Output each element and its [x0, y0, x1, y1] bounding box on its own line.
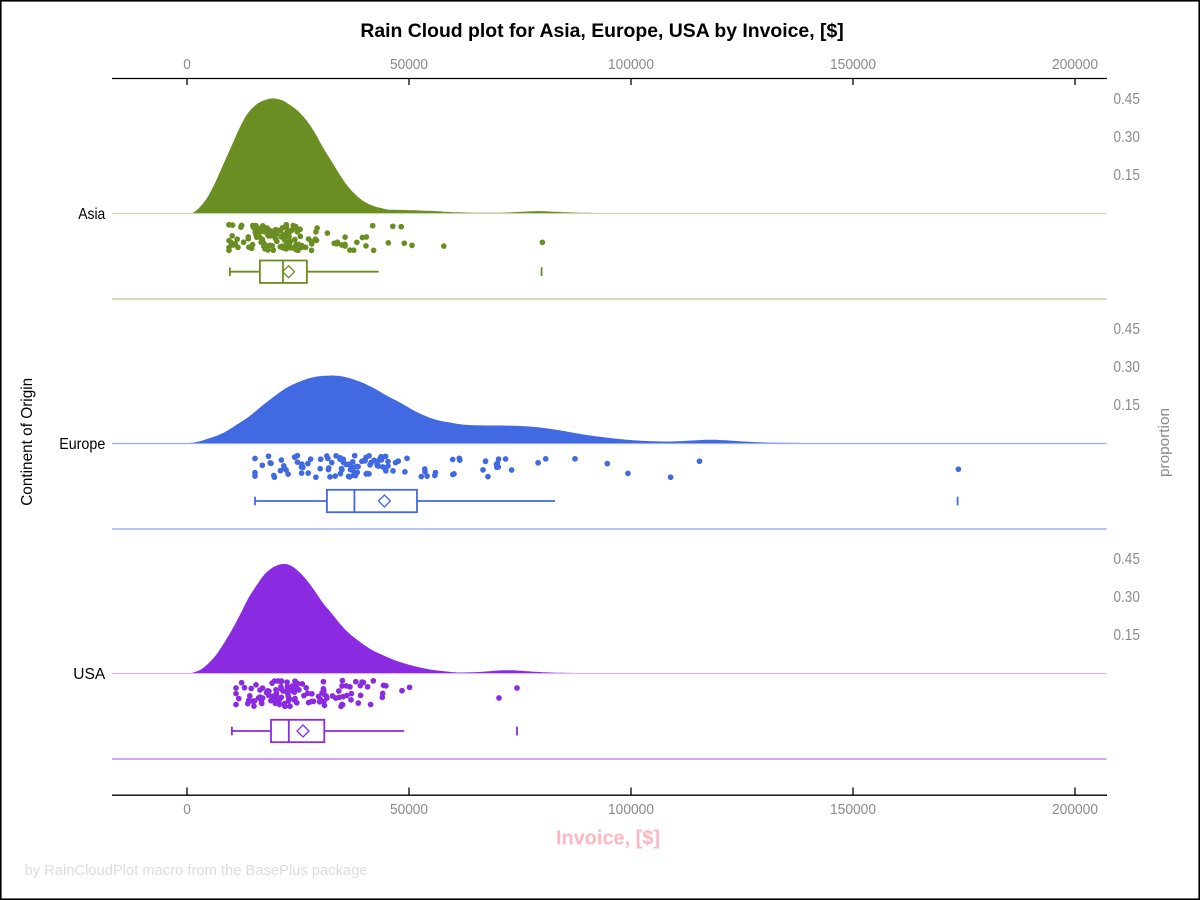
- svg-text:Europe: Europe: [59, 436, 105, 453]
- svg-text:0.30: 0.30: [1114, 359, 1140, 376]
- svg-text:0.30: 0.30: [1114, 589, 1140, 606]
- svg-text:0.15: 0.15: [1114, 627, 1140, 644]
- svg-text:0.45: 0.45: [1114, 321, 1140, 338]
- svg-text:150000: 150000: [830, 801, 876, 818]
- svg-text:0: 0: [183, 801, 191, 818]
- svg-text:0.45: 0.45: [1114, 551, 1140, 568]
- svg-text:0.15: 0.15: [1114, 397, 1140, 414]
- svg-text:0.45: 0.45: [1114, 91, 1140, 108]
- svg-text:50000: 50000: [390, 56, 428, 73]
- svg-text:0: 0: [183, 56, 191, 73]
- svg-text:0.30: 0.30: [1114, 129, 1140, 146]
- svg-text:proportion: proportion: [1156, 408, 1173, 477]
- svg-text:Continent of Origin: Continent of Origin: [19, 378, 36, 506]
- svg-text:Invoice, [$]: Invoice, [$]: [556, 827, 660, 850]
- svg-text:0.15: 0.15: [1114, 167, 1140, 184]
- svg-text:150000: 150000: [830, 56, 876, 73]
- svg-text:Asia: Asia: [78, 206, 105, 223]
- svg-text:Rain Cloud plot for Asia, Euro: Rain Cloud plot for Asia, Europe, USA by…: [360, 20, 843, 42]
- svg-text:50000: 50000: [390, 801, 428, 818]
- svg-text:USA: USA: [73, 666, 105, 683]
- svg-text:100000: 100000: [608, 801, 654, 818]
- svg-text:100000: 100000: [608, 56, 654, 73]
- svg-text:200000: 200000: [1052, 801, 1098, 818]
- svg-text:by RainCloudPlot macro from th: by RainCloudPlot macro from the BasePlus…: [25, 862, 368, 879]
- svg-text:200000: 200000: [1052, 56, 1098, 73]
